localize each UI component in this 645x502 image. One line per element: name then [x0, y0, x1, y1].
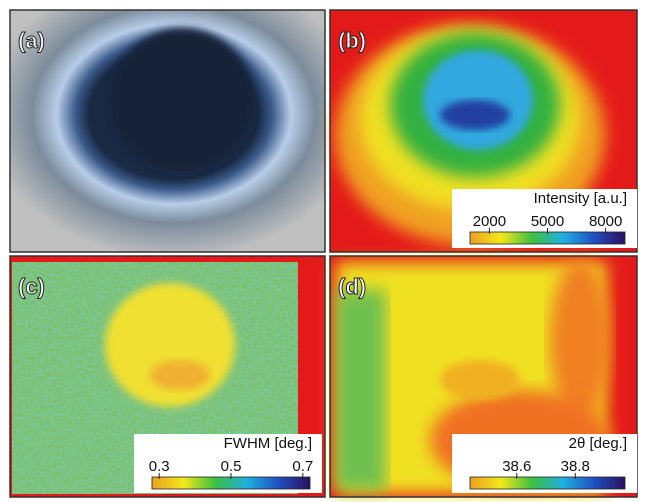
- colorbar-tick-label: 2000: [473, 213, 506, 230]
- colorbar-tick-label: 5000: [531, 213, 564, 230]
- panel-label: (b): [338, 28, 366, 53]
- panel-a-image: [10, 10, 325, 252]
- figure: (a) (b) Intensity [a.u.] 2000 5000 8000 (c) FWH…: [0, 0, 645, 502]
- colorbar-title: FWHM [deg.]: [224, 435, 312, 452]
- colorbar-title: 2θ [deg.]: [569, 435, 627, 452]
- panel-label: (d): [338, 274, 366, 299]
- colorbar: [470, 477, 625, 489]
- colorbar-tick-label: 0.7: [292, 458, 313, 475]
- colorbar-tick-label: 0.5: [221, 458, 242, 475]
- colorbar-tick-label: 38.6: [502, 458, 531, 475]
- panel-label: (c): [18, 274, 45, 299]
- colorbar-tick-label: 8000: [589, 213, 622, 230]
- panel-label: (a): [18, 28, 45, 53]
- colorbar-title: Intensity [a.u.]: [534, 190, 627, 207]
- colorbar-tick-label: 38.8: [561, 458, 590, 475]
- colorbar-tick-label: 0.3: [149, 458, 170, 475]
